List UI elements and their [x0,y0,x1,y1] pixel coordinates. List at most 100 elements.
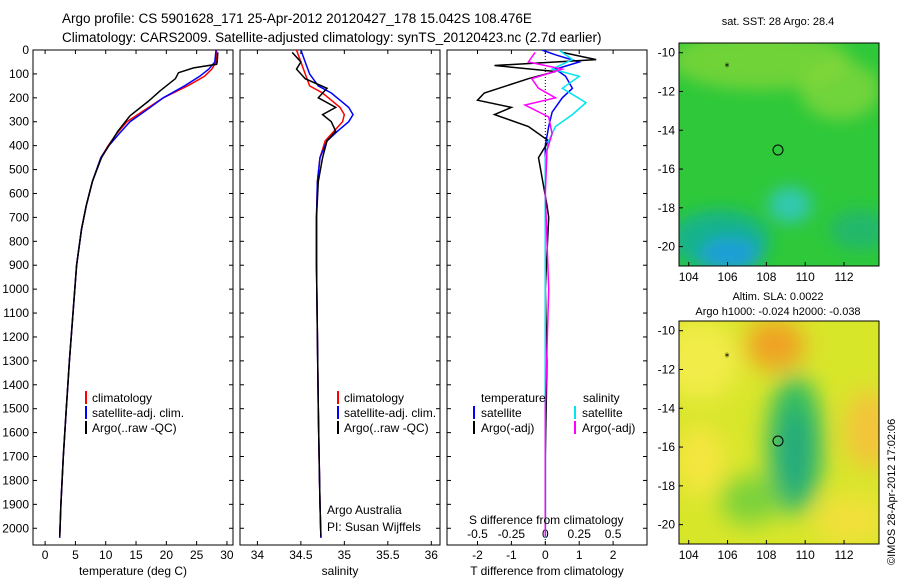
map-x-tick-label: 110 [796,270,815,284]
y-tick-label: 100 [9,67,29,81]
salinity-panel: 34 34.5 35 35.5 36 [240,49,440,562]
imos-stamp: ©IMOS 28-Apr-2012 17:02:06 [886,419,898,565]
x-tick-label: -2 [472,548,483,562]
map-y-tick-label: -14 [658,123,676,137]
series-line-satellite-adj-clim- [58,50,217,538]
legend-label-t-satellite: satellite [481,406,522,420]
series-line-t-argo-adj- [476,51,597,537]
y-tick-label: 300 [9,115,29,129]
map-x-tick-label: 108 [756,270,776,284]
y-tick-label: 400 [9,139,29,153]
y-tick-label: 1100 [3,306,29,320]
x-tick-label: -1 [506,548,517,562]
map-y-tick-label: -10 [658,46,676,60]
legend-title-temperature: temperature [481,391,546,405]
x-tick-label: 0 [42,548,49,562]
x-tick-label: 25 [190,548,204,562]
y-tick-label: 1300 [2,354,29,368]
map-x-tick-label: 106 [718,270,738,284]
legend-label-climatology: climatology [344,391,404,405]
x-tick-label: 10 [99,548,113,562]
x-tick-label: 1 [576,548,583,562]
sst-map-title: sat. SST: 28 Argo: 28.4 [722,16,835,28]
y-tick-label: 700 [9,210,29,224]
map-y-tick-label: -18 [658,479,676,493]
y-tick-label: 1000 [2,282,29,296]
temperature-axis-label: temperature (deg C) [79,564,187,578]
x-tick-label: 36 [425,548,439,562]
series-line-argo-raw-qc- [291,51,338,537]
x-tick-label: 2 [610,548,617,562]
salinity-axis-label: salinity [322,564,359,578]
map-y-tick-label: -16 [658,162,676,176]
y-tick-label: 1900 [2,497,29,511]
sla-map-argo-marker [772,435,784,447]
sst-map: sat. SST: 28 Argo: 28.4 ⁎ 104 106 108 110 11… [658,16,880,284]
y-tick-label: 200 [9,91,29,105]
x-tick-label: 20 [160,548,174,562]
sla-map-track-icon: ⁎ [725,349,730,360]
legend-label-t-argo: Argo(-adj) [481,421,534,435]
map-y-tick-label: -18 [658,201,676,215]
x-tick-label: 15 [129,548,143,562]
map-x-tick-label: 112 [834,270,853,284]
series-line-climatology [295,50,346,538]
y-tick-label: 1400 [2,378,29,392]
x-tick-label: 34.5 [289,548,313,562]
map-x-tick-label: 110 [796,548,815,562]
title-line-2: Climatology: CARS2009. Satellite-adjuste… [62,30,602,45]
y-tick-label: 500 [9,163,29,177]
salinity-legend: climatology satellite-adj. clim. Argo(..… [327,391,436,534]
legend-title-salinity: salinity [583,391,620,405]
map-y-tick-label: -20 [658,518,676,532]
map-x-tick-label: 104 [679,270,699,284]
difference-top-axis-label: S difference from climatology [469,513,624,527]
title-line-1: Argo profile: CS 5901628_171 25-Apr-2012… [62,11,532,26]
salinity-panel-frame [239,49,441,546]
y-tick-label: 1700 [2,450,29,464]
x-tick-label: 0 [542,548,549,562]
y-tick-label: 600 [9,186,29,200]
temperature-panel: 0100200300400500600700800900100011001200… [2,43,234,562]
sla-map-field: ⁎ [679,321,879,544]
annotation-pi: PI: Susan Wijffels [327,520,421,534]
sst-map-track-icon: ⁎ [725,59,730,70]
y-tick-label: 1800 [2,473,29,487]
sst-map-argo-marker [772,144,784,156]
sst-map-field: ⁎ [679,43,879,266]
difference-panel-frame [446,49,648,546]
sla-map-title-2: Argo h1000: -0.024 h2000: -0.038 [695,306,860,318]
temperature-panel-frame [32,49,234,546]
y-tick-label: 1500 [2,402,29,416]
map-y-tick-label: -20 [658,240,676,254]
map-x-tick-label: 112 [834,548,853,562]
y-tick-label: 1600 [2,426,29,440]
temperature-legend: climatology satellite-adj. clim. Argo(..… [85,391,184,435]
x-tick-label: 35.5 [376,548,400,562]
y-tick-label: 2000 [2,521,29,535]
y-tick-label: 0 [22,43,29,57]
difference-axis-label: T difference from climatology [470,564,624,578]
y-tick-label: 900 [9,258,29,272]
s-tick-label: -0.25 [498,527,526,541]
legend-label-satellite: satellite-adj. clim. [92,406,184,420]
legend-label-satellite: satellite-adj. clim. [344,406,436,420]
series-line-satellite-adj-clim- [300,50,354,538]
legend-label-s-satellite: satellite [582,406,623,420]
legend-label-argo: Argo(..raw -QC) [92,421,177,435]
series-line-s-argo-adj- [522,51,566,537]
s-tick-label: 0.25 [568,527,592,541]
series-line-climatology [58,50,218,538]
map-x-tick-label: 106 [718,548,738,562]
map-y-tick-label: -10 [658,324,676,338]
s-tick-label: -0.5 [467,527,488,541]
x-tick-label: 30 [220,548,234,562]
map-x-tick-label: 108 [756,548,776,562]
x-tick-label: 35 [338,548,352,562]
difference-legend: temperature satellite Argo(-adj) salinit… [469,391,635,527]
legend-label-climatology: climatology [92,391,152,405]
map-y-tick-label: -14 [658,401,676,415]
sla-map: Altim. SLA: 0.0022 Argo h1000: -0.024 h2… [658,291,880,562]
map-x-tick-label: 104 [679,548,699,562]
